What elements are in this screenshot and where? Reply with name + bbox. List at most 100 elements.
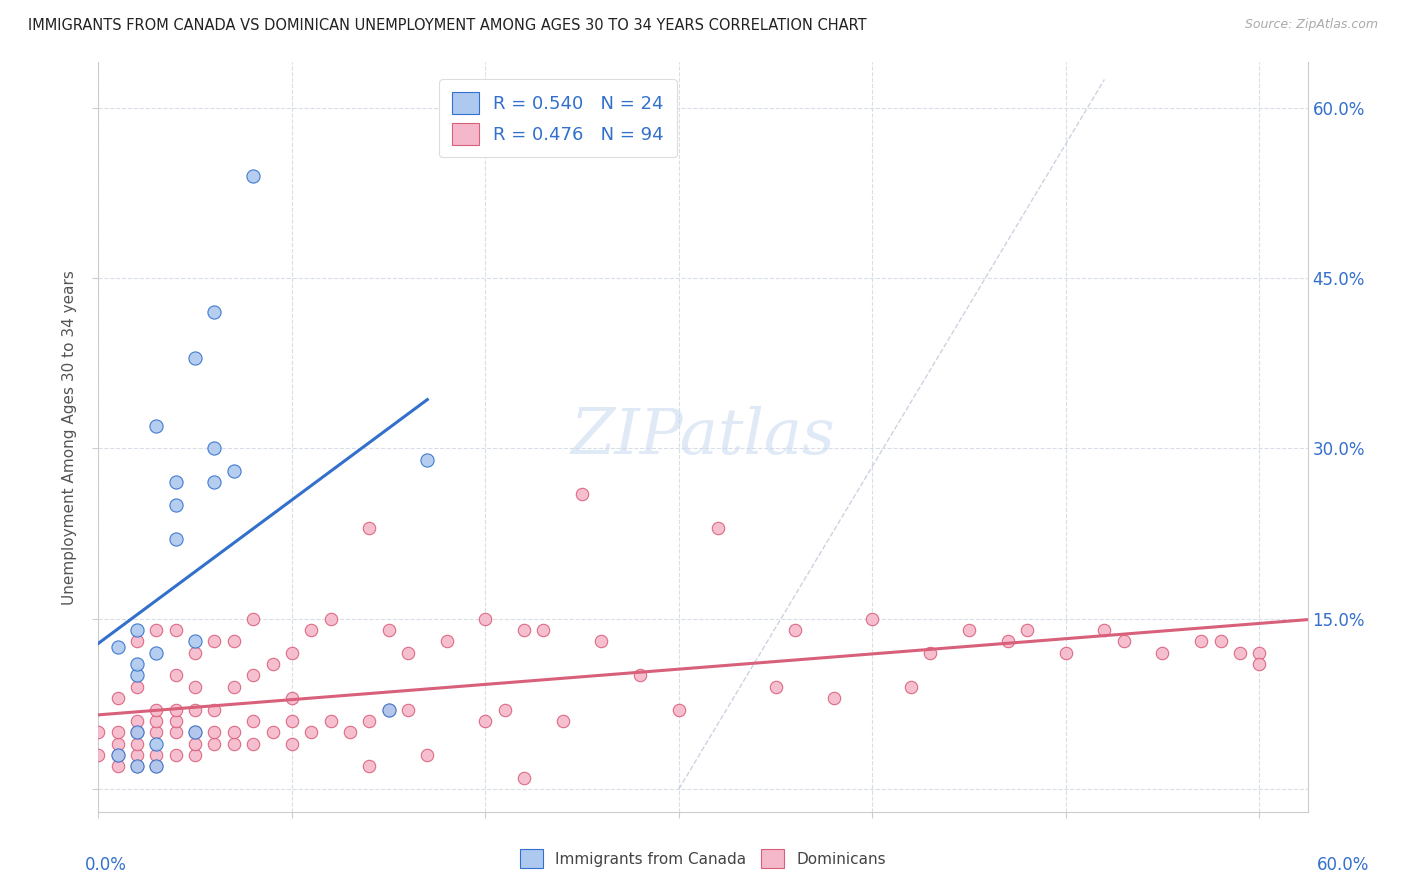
Point <box>222 680 245 694</box>
Point <box>1094 623 1116 637</box>
Point <box>145 714 167 728</box>
Point <box>165 498 187 512</box>
Point <box>127 747 149 762</box>
Point <box>184 351 207 365</box>
Point <box>1249 657 1271 672</box>
Point <box>145 759 167 773</box>
Point <box>107 747 129 762</box>
Point <box>127 634 149 648</box>
Point <box>165 747 187 762</box>
Point <box>87 747 110 762</box>
Point <box>204 634 226 648</box>
Point <box>184 747 207 762</box>
Point <box>281 714 304 728</box>
Point <box>204 442 226 456</box>
Point <box>127 725 149 739</box>
Point <box>900 680 922 694</box>
Point <box>165 668 187 682</box>
Point <box>299 725 322 739</box>
Point <box>204 725 226 739</box>
Point <box>184 680 207 694</box>
Point <box>920 646 942 660</box>
Point <box>1112 634 1135 648</box>
Point <box>436 634 458 648</box>
Point <box>262 725 284 739</box>
Point <box>107 725 129 739</box>
Point <box>184 725 207 739</box>
Point <box>377 702 399 716</box>
Point <box>359 759 381 773</box>
Point <box>165 714 187 728</box>
Point <box>184 646 207 660</box>
Point <box>957 623 980 637</box>
Point <box>127 668 149 682</box>
Point <box>127 737 149 751</box>
Point <box>145 737 167 751</box>
Text: 0.0%: 0.0% <box>84 856 127 874</box>
Point <box>204 475 226 490</box>
Point <box>1152 646 1174 660</box>
Point <box>396 702 419 716</box>
Point <box>628 668 651 682</box>
Point <box>1249 646 1271 660</box>
Point <box>222 464 245 478</box>
Point <box>531 623 554 637</box>
Point <box>145 623 167 637</box>
Point <box>494 702 516 716</box>
Point <box>242 668 264 682</box>
Point <box>396 646 419 660</box>
Point <box>359 521 381 535</box>
Point <box>107 691 129 706</box>
Point <box>222 737 245 751</box>
Point <box>668 702 690 716</box>
Point <box>1229 646 1251 660</box>
Point <box>87 725 110 739</box>
Point <box>107 759 129 773</box>
Point <box>339 725 361 739</box>
Point <box>706 521 728 535</box>
Point <box>184 634 207 648</box>
Point <box>165 533 187 547</box>
Text: 60.0%: 60.0% <box>1316 856 1369 874</box>
Point <box>165 702 187 716</box>
Point <box>145 646 167 660</box>
Point <box>107 737 129 751</box>
Text: ZIPatlas: ZIPatlas <box>571 406 835 468</box>
Point <box>997 634 1019 648</box>
Point <box>281 646 304 660</box>
Point <box>591 634 613 648</box>
Point <box>107 747 129 762</box>
Point <box>416 452 439 467</box>
Point <box>184 737 207 751</box>
Legend: R = 0.540   N = 24, R = 0.476   N = 94: R = 0.540 N = 24, R = 0.476 N = 94 <box>439 79 676 157</box>
Point <box>377 623 399 637</box>
Point <box>165 475 187 490</box>
Point <box>474 714 496 728</box>
Point <box>127 725 149 739</box>
Point <box>242 737 264 751</box>
Point <box>377 702 399 716</box>
Point <box>184 702 207 716</box>
Point <box>107 640 129 654</box>
Point <box>281 737 304 751</box>
Point <box>222 725 245 739</box>
Point <box>1054 646 1077 660</box>
Point <box>319 612 342 626</box>
Point <box>765 680 787 694</box>
Point <box>513 771 536 785</box>
Point <box>204 702 226 716</box>
Point <box>204 305 226 319</box>
Point <box>145 759 167 773</box>
Point <box>551 714 574 728</box>
Point <box>127 759 149 773</box>
Point <box>242 714 264 728</box>
Point <box>145 702 167 716</box>
Point <box>145 725 167 739</box>
Point <box>127 657 149 672</box>
Point <box>165 725 187 739</box>
Point <box>204 737 226 751</box>
Text: Source: ZipAtlas.com: Source: ZipAtlas.com <box>1244 18 1378 31</box>
Point <box>319 714 342 728</box>
Point <box>1189 634 1212 648</box>
Point <box>262 657 284 672</box>
